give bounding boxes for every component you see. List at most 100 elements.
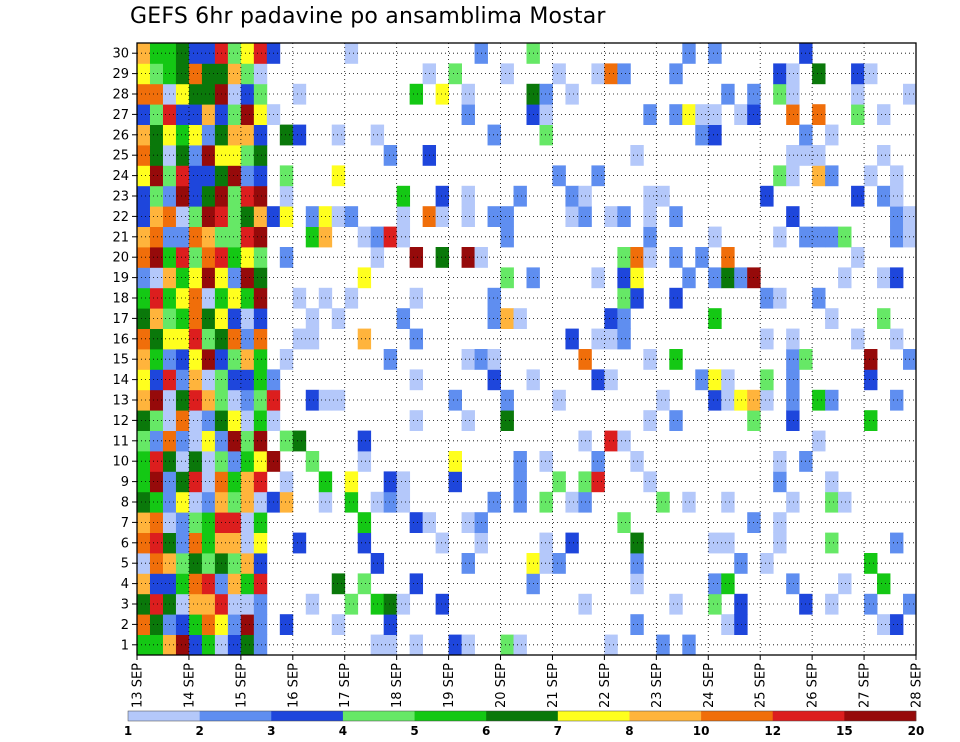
heatmap-cell (292, 124, 307, 146)
heatmap-cell (760, 369, 774, 391)
heatmap-cell (137, 328, 151, 350)
heatmap-cell (838, 267, 852, 289)
heatmap-cell (760, 287, 774, 309)
heatmap-cell (240, 389, 255, 411)
heatmap-cell (448, 63, 462, 85)
heatmap-cell (812, 287, 826, 309)
heatmap-cell (435, 83, 449, 105)
heatmap-cell (591, 63, 605, 85)
heatmap-cell (461, 634, 475, 656)
heatmap-cell (253, 226, 268, 248)
y-tick-label: 1 (121, 638, 129, 653)
heatmap-cell (656, 491, 670, 513)
heatmap-cell (175, 308, 190, 329)
heatmap-cell (149, 104, 164, 125)
heatmap-cell (240, 206, 255, 227)
heatmap-cell (331, 206, 346, 227)
heatmap-cell (253, 389, 268, 411)
heatmap-cell (786, 165, 800, 187)
colorbar-swatch (128, 711, 200, 721)
heatmap-cell (825, 593, 839, 615)
heatmap-cell (279, 165, 294, 187)
x-tick-label: 14 SEP (182, 663, 197, 708)
heatmap-cell (188, 287, 203, 309)
heatmap-cell (331, 124, 346, 146)
heatmap-cell (279, 247, 294, 268)
heatmap-cell (175, 124, 190, 146)
heatmap-cell (500, 389, 514, 411)
heatmap-cell (201, 614, 216, 635)
heatmap-cell (396, 593, 411, 615)
heatmap-cell (188, 369, 203, 391)
heatmap-cell (279, 430, 294, 452)
y-tick-label: 9 (121, 475, 129, 490)
heatmap-cell (786, 491, 800, 513)
heatmap-cell (721, 267, 735, 289)
heatmap-cell (227, 369, 242, 391)
heatmap-cell (253, 573, 268, 595)
heatmap-cell (461, 247, 475, 268)
heatmap-cell (331, 308, 346, 329)
heatmap-cell (188, 267, 203, 289)
heatmap-cell (240, 532, 255, 554)
heatmap-cell (149, 451, 164, 472)
colorbar: 1 2 3 4 5 6 7 8 10 12 15 20 (124, 710, 924, 738)
heatmap-cell (786, 206, 800, 227)
colorbar-label: 12 (764, 724, 781, 738)
heatmap-cell (227, 634, 242, 656)
heatmap-cell (137, 206, 151, 227)
heatmap-cell (890, 185, 904, 207)
heatmap-cell (253, 267, 268, 289)
x-tick-label: 22 SEP (598, 663, 613, 708)
heatmap-cell (383, 349, 398, 370)
colorbar-label: 15 (836, 724, 853, 738)
heatmap-cell (137, 593, 151, 615)
heatmap-cell (825, 165, 839, 187)
y-tick-label: 14 (112, 373, 129, 388)
x-tick-label: 17 SEP (338, 663, 353, 708)
heatmap-cell (149, 573, 164, 595)
heatmap-cell (357, 451, 372, 472)
heatmap-cell (513, 471, 527, 493)
heatmap-cell (773, 451, 787, 472)
heatmap-cell (137, 614, 151, 635)
heatmap-cell (279, 614, 294, 635)
heatmap-cell (279, 124, 294, 146)
heatmap-cell (604, 634, 618, 656)
heatmap-cell (188, 532, 203, 554)
heatmap-cell (890, 206, 904, 227)
y-tick-label: 27 (112, 108, 129, 123)
heatmap-cell (253, 553, 268, 574)
chart-title: GEFS 6hr padavine po ansamblima Mostar (130, 4, 606, 29)
heatmap-cell (448, 634, 462, 656)
heatmap-cell (253, 369, 268, 391)
x-tick-label: 19 SEP (442, 663, 457, 708)
heatmap-cell (357, 512, 372, 533)
heatmap-cell (175, 83, 190, 105)
heatmap-cell (188, 328, 203, 350)
colorbar-frame (127, 710, 917, 722)
heatmap-cell (175, 63, 190, 85)
heatmap-cell (617, 328, 631, 350)
heatmap-cell (682, 43, 696, 64)
heatmap-cell (227, 349, 242, 370)
heatmap-cell (292, 83, 307, 105)
heatmap-cell (773, 287, 787, 309)
heatmap-cell (149, 349, 164, 370)
heatmap-cell (188, 104, 203, 125)
heatmap-cell (149, 43, 164, 64)
heatmap-cell (357, 430, 372, 452)
heatmap-cell (137, 43, 151, 64)
heatmap-cell (721, 389, 735, 411)
heatmap-cell (227, 308, 242, 329)
heatmap-cell (383, 491, 398, 513)
heatmap-cell (669, 349, 683, 370)
y-axis: 1234567891011121314151617181920212223242… (112, 47, 137, 653)
heatmap-cell (240, 593, 255, 615)
colorbar-swatch (701, 711, 774, 721)
heatmap-cell (149, 410, 164, 431)
heatmap-cell (773, 512, 787, 533)
heatmap-cell (825, 124, 839, 146)
heatmap-cell (149, 63, 164, 85)
heatmap-cell (643, 104, 657, 125)
